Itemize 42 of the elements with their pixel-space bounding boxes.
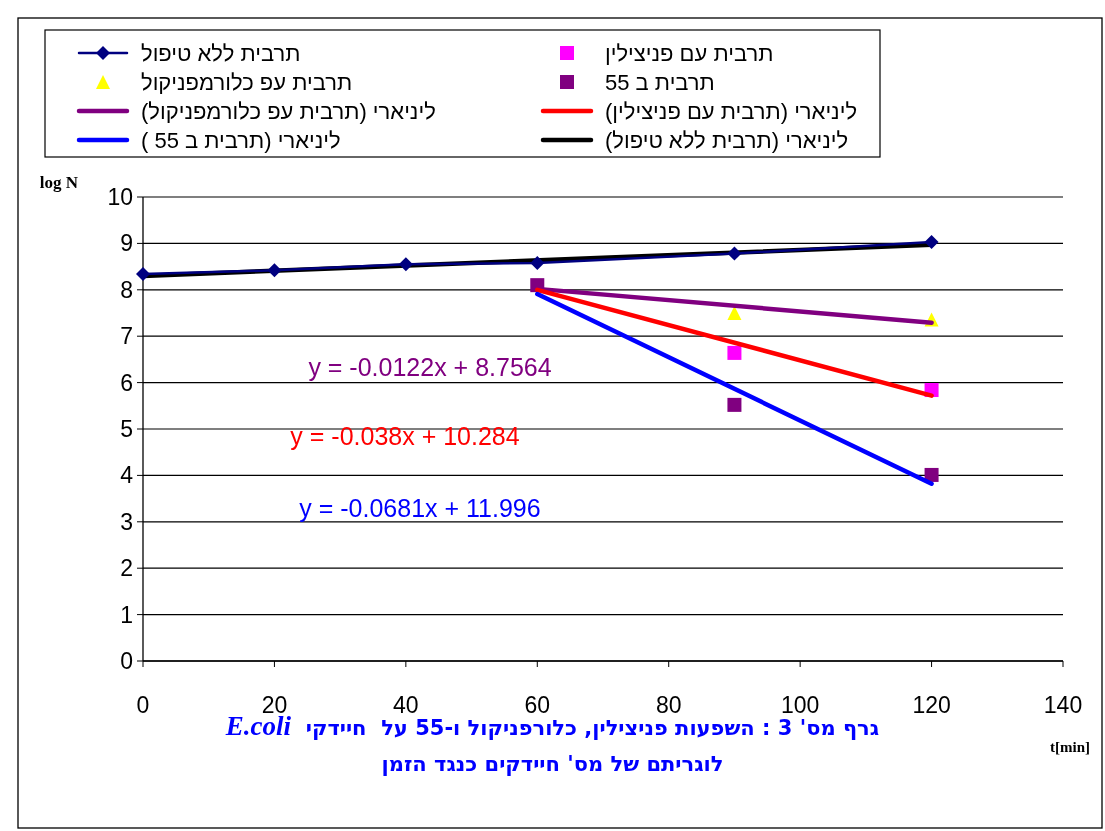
text: לוגריתם של מס' חיידקים כנגד הזמן [381, 752, 724, 776]
y-tick-label: 1 [120, 601, 133, 628]
y-tick-label: 8 [120, 276, 133, 303]
point [924, 235, 939, 250]
y-tick-label: 6 [120, 369, 133, 396]
legend-label: ליניארי (תרבית עם פניצילין) [605, 99, 858, 124]
x-tick-label: 100 [780, 692, 820, 718]
x-axis-title: t[min] [1050, 739, 1090, 755]
y-tick-label: 2 [120, 555, 133, 582]
point [727, 246, 742, 261]
point [727, 397, 742, 412]
point [727, 345, 742, 360]
legend-label: תרבית ב 55 [605, 70, 715, 95]
y-tick-label: 9 [120, 230, 133, 257]
point [530, 255, 545, 270]
y-tick-label: 3 [120, 508, 133, 535]
x-tick-label: 40 [393, 692, 419, 718]
y-tick-label: 10 [107, 184, 133, 210]
annotation: y = -0.0122x + 8.7564 [308, 353, 552, 381]
x-tick-label: 120 [912, 692, 951, 718]
y-tick-label: 5 [120, 416, 133, 442]
legend-label: ליניארי (תרבית ללא טיפול) [605, 128, 849, 153]
legend-label: תרבית עפ כלורמפניקול [141, 70, 353, 95]
x-tick-label: 0 [136, 692, 150, 718]
legend-label: ליניארי (תרבית עפ כלורמפניקול) [141, 99, 436, 124]
point [924, 467, 939, 482]
x-tick-label: 60 [524, 692, 551, 718]
y-axis-title: log N [39, 173, 79, 192]
point [267, 263, 282, 278]
y-tick-label: 7 [120, 323, 133, 350]
legend-label: תרבית עם פניצילין [605, 41, 774, 66]
annotation: y = -0.038x + 10.284 [290, 422, 520, 450]
legend-label: ליניארי (תרבית ב 55 ) [141, 128, 341, 153]
point [398, 257, 413, 272]
x-tick-label: 140 [1043, 692, 1083, 718]
point [136, 267, 150, 282]
y-tick-label: 4 [120, 462, 134, 489]
point [727, 306, 742, 320]
legend-label: תרבית ללא טיפול [141, 41, 301, 66]
annotation: y = -0.0681x + 11.996 [299, 494, 541, 522]
x-tick-label: 80 [655, 692, 682, 718]
y-tick-label: 0 [120, 648, 133, 674]
